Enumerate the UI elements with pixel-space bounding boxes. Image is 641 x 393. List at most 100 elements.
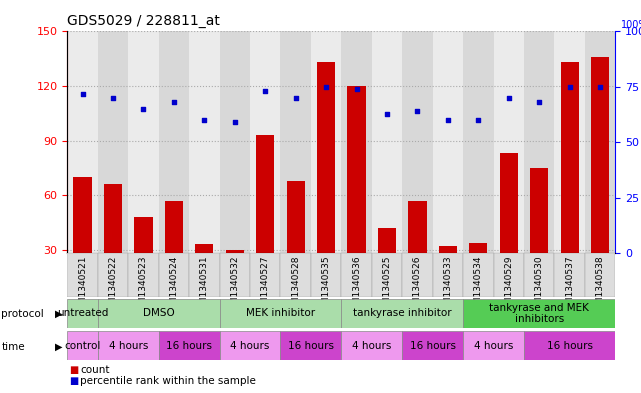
Text: 4 hours: 4 hours	[230, 341, 270, 351]
Text: GSM1340531: GSM1340531	[200, 255, 209, 316]
Bar	[97, 299, 219, 328]
Bar	[134, 217, 153, 305]
Bar	[189, 31, 219, 253]
Text: GSM1340522: GSM1340522	[108, 255, 117, 316]
Text: GSM1340529: GSM1340529	[504, 255, 513, 316]
Text: time: time	[1, 342, 25, 352]
Bar	[494, 31, 524, 253]
Text: protocol: protocol	[1, 309, 44, 319]
Bar	[311, 31, 341, 253]
Bar	[67, 299, 97, 328]
Bar	[463, 332, 524, 360]
Point	[260, 88, 271, 95]
Bar	[342, 253, 372, 297]
Text: GSM1340530: GSM1340530	[535, 255, 544, 316]
Bar	[311, 31, 341, 253]
Text: 16 hours: 16 hours	[166, 341, 212, 351]
Bar	[469, 242, 488, 305]
Bar	[524, 332, 615, 360]
Bar	[347, 86, 365, 305]
Bar	[250, 31, 281, 253]
Text: GSM1340533: GSM1340533	[444, 255, 453, 316]
Bar	[403, 332, 463, 360]
Point	[534, 99, 544, 106]
Bar	[433, 31, 463, 253]
Bar	[281, 253, 311, 297]
Bar	[554, 31, 585, 253]
Point	[382, 110, 392, 117]
Text: GSM1340532: GSM1340532	[230, 255, 239, 316]
Bar	[165, 201, 183, 305]
Point	[199, 117, 210, 123]
Text: GSM1340523: GSM1340523	[139, 255, 148, 316]
Bar	[494, 31, 524, 253]
Bar	[128, 31, 158, 253]
Point	[595, 84, 605, 90]
Text: 4 hours: 4 hours	[352, 341, 392, 351]
Point	[169, 99, 179, 106]
Text: GSM1340537: GSM1340537	[565, 255, 574, 316]
Text: GSM1340524: GSM1340524	[169, 255, 178, 316]
Bar	[403, 31, 433, 253]
Text: ▶: ▶	[54, 342, 62, 352]
Bar	[250, 31, 281, 253]
Bar	[403, 253, 433, 297]
Point	[229, 119, 240, 126]
Text: count: count	[80, 365, 110, 375]
Text: 4 hours: 4 hours	[474, 341, 513, 351]
Bar	[524, 253, 554, 297]
Text: GSM1340535: GSM1340535	[322, 255, 331, 316]
Bar	[219, 31, 250, 253]
Bar	[219, 31, 250, 253]
Bar	[591, 57, 609, 305]
Text: 16 hours: 16 hours	[288, 341, 334, 351]
Text: 4 hours: 4 hours	[108, 341, 148, 351]
Point	[504, 95, 514, 101]
Text: GSM1340526: GSM1340526	[413, 255, 422, 316]
Bar	[219, 332, 281, 360]
Point	[78, 90, 88, 97]
Bar	[97, 31, 128, 253]
Point	[565, 84, 575, 90]
Bar	[524, 31, 554, 253]
Bar	[438, 246, 457, 305]
Text: untreated: untreated	[57, 309, 108, 318]
Bar	[342, 332, 403, 360]
Text: GSM1340525: GSM1340525	[383, 255, 392, 316]
Point	[138, 106, 149, 112]
Bar	[281, 31, 311, 253]
Bar	[281, 332, 341, 360]
Bar	[463, 299, 615, 328]
Text: control: control	[64, 341, 101, 351]
Bar	[378, 228, 396, 305]
Text: 16 hours: 16 hours	[547, 341, 593, 351]
Bar	[287, 181, 304, 305]
Bar	[554, 31, 585, 253]
Bar	[500, 153, 518, 305]
Point	[443, 117, 453, 123]
Bar	[463, 31, 494, 253]
Bar	[128, 31, 158, 253]
Bar	[463, 31, 494, 253]
Text: ■: ■	[69, 365, 78, 375]
Bar	[97, 31, 128, 253]
Bar	[403, 31, 433, 253]
Text: percentile rank within the sample: percentile rank within the sample	[80, 376, 256, 386]
Bar	[311, 253, 341, 297]
Bar	[158, 332, 219, 360]
Bar	[560, 62, 579, 305]
Bar	[554, 253, 585, 297]
Text: GSM1340527: GSM1340527	[261, 255, 270, 316]
Bar	[158, 31, 189, 253]
Bar	[67, 332, 97, 360]
Text: GSM1340536: GSM1340536	[352, 255, 361, 316]
Bar	[494, 253, 524, 297]
Bar	[219, 299, 342, 328]
Bar	[372, 253, 403, 297]
Text: GSM1340521: GSM1340521	[78, 255, 87, 316]
Bar	[342, 299, 463, 328]
Bar	[433, 31, 463, 253]
Text: DMSO: DMSO	[143, 309, 174, 318]
Bar	[317, 62, 335, 305]
Text: GDS5029 / 228811_at: GDS5029 / 228811_at	[67, 14, 220, 28]
